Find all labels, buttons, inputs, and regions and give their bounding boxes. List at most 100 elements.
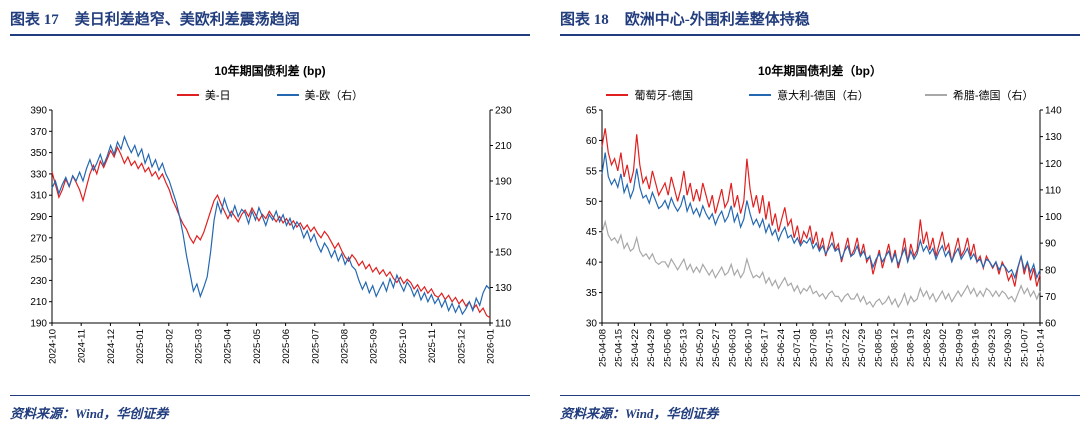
figure-18-panel: 图表 18 欧洲中心-外围利差整体持稳 10年期国债利差（bp） 葡萄牙-德国 … [560, 8, 1080, 422]
svg-text:25-09-30: 25-09-30 [1003, 329, 1014, 367]
svg-text:25-04-15: 25-04-15 [614, 329, 625, 367]
svg-text:2025-08: 2025-08 [340, 329, 351, 364]
svg-text:350: 350 [30, 148, 47, 159]
svg-text:25-05-13: 25-05-13 [679, 329, 690, 367]
figure-17-title: 美日利差趋窄、美欧利差震荡趋阔 [74, 12, 300, 28]
svg-text:25-07-22: 25-07-22 [841, 329, 852, 367]
svg-text:390: 390 [30, 106, 47, 117]
svg-text:60: 60 [1045, 319, 1057, 330]
svg-text:70: 70 [1045, 292, 1057, 303]
svg-text:130: 130 [1045, 132, 1062, 143]
legend-item-italy-germany: 意大利-德国（右） [749, 87, 869, 103]
svg-text:25-07-01: 25-07-01 [792, 329, 803, 367]
svg-text:330: 330 [30, 169, 47, 180]
line-chart-europe-core-periphery-spread: 30 35 40 45 50 55 60 65 60 70 80 90 100 110 120 130 140 2… [586, 106, 1062, 368]
svg-text:25-09-09: 25-09-09 [954, 329, 965, 367]
legend-label-us-europe: 美-欧（右） [304, 90, 364, 102]
svg-text:110: 110 [1045, 185, 1061, 196]
svg-text:2025-01: 2025-01 [135, 329, 146, 364]
svg-text:25-09-23: 25-09-23 [987, 329, 998, 367]
figure-17-panel: 图表 17 美日利差趋窄、美欧利差震荡趋阔 10年期国债利差 (bp) 美-日 … [10, 8, 530, 422]
svg-text:290: 290 [30, 212, 47, 223]
svg-text:150: 150 [495, 248, 512, 259]
svg-text:2024-11: 2024-11 [77, 329, 88, 363]
legend-item-greece-germany: 希腊-德国（右） [924, 87, 1034, 103]
chart-17-title: 10年期国债利差 (bp) [214, 64, 326, 78]
svg-text:60: 60 [586, 136, 598, 147]
svg-text:25-06-03: 25-06-03 [727, 329, 738, 367]
svg-text:25-07-29: 25-07-29 [857, 329, 868, 367]
legend-label-portugal-germany: 葡萄牙-德国 [634, 90, 694, 102]
report-page: 图表 17 美日利差趋窄、美欧利差震荡趋阔 10年期国债利差 (bp) 美-日 … [10, 8, 1080, 422]
svg-text:30: 30 [586, 319, 598, 330]
svg-text:25-06-10: 25-06-10 [744, 329, 755, 367]
svg-text:250: 250 [30, 255, 47, 266]
svg-text:210: 210 [30, 297, 47, 308]
red-line-swatch-icon [176, 94, 199, 96]
svg-text:90: 90 [1045, 239, 1057, 250]
blue-line-swatch-icon [276, 94, 299, 96]
legend-item-us-europe: 美-欧（右） [276, 87, 364, 103]
svg-text:25-08-12: 25-08-12 [890, 329, 901, 367]
svg-text:210: 210 [495, 141, 512, 152]
svg-text:2025-06: 2025-06 [281, 329, 292, 364]
svg-text:25-07-08: 25-07-08 [808, 329, 819, 367]
figure-17-label: 图表 17 [10, 12, 59, 28]
svg-text:2024-12: 2024-12 [106, 329, 117, 364]
svg-text:40: 40 [586, 258, 598, 269]
svg-text:25-06-24: 25-06-24 [776, 329, 787, 367]
svg-text:55: 55 [586, 166, 598, 177]
figure-17-header: 图表 17 美日利差趋窄、美欧利差震荡趋阔 [10, 8, 530, 36]
svg-text:2025-10: 2025-10 [398, 329, 409, 364]
svg-text:270: 270 [30, 233, 47, 244]
svg-text:230: 230 [495, 106, 512, 117]
legend-item-us-japan: 美-日 [176, 87, 231, 103]
svg-text:2025-02: 2025-02 [164, 329, 175, 364]
svg-text:25-08-26: 25-08-26 [922, 329, 933, 367]
svg-text:2025-12: 2025-12 [456, 329, 467, 364]
svg-text:25-08-19: 25-08-19 [906, 329, 917, 367]
svg-text:80: 80 [1045, 265, 1057, 276]
svg-text:370: 370 [30, 127, 47, 138]
svg-text:25-04-22: 25-04-22 [630, 329, 641, 367]
legend-label-italy-germany: 意大利-德国（右） [777, 90, 869, 102]
svg-text:2026-01: 2026-01 [486, 329, 497, 364]
svg-text:130: 130 [495, 283, 512, 294]
svg-text:25-09-16: 25-09-16 [971, 329, 982, 367]
svg-text:25-07-15: 25-07-15 [825, 329, 836, 367]
svg-text:2025-11: 2025-11 [427, 329, 438, 363]
figure-18-label: 图表 18 [560, 12, 609, 28]
svg-text:25-06-17: 25-06-17 [760, 329, 771, 367]
svg-text:140: 140 [1045, 106, 1062, 117]
svg-text:25-08-05: 25-08-05 [873, 329, 884, 367]
svg-text:65: 65 [586, 106, 598, 117]
legend-label-greece-germany: 希腊-德国（右） [952, 90, 1034, 102]
svg-text:2025-07: 2025-07 [310, 329, 321, 364]
chart-17-legend: 美-日 美-欧（右） [10, 87, 530, 103]
svg-text:25-05-06: 25-05-06 [662, 329, 673, 367]
figure-18-header: 图表 18 欧洲中心-外围利差整体持稳 [560, 8, 1080, 36]
svg-text:25-05-20: 25-05-20 [695, 329, 706, 367]
svg-text:2025-05: 2025-05 [252, 329, 263, 364]
svg-text:35: 35 [586, 288, 598, 299]
svg-text:190: 190 [495, 177, 512, 188]
figure-17-source-note: 资料来源：Wind，华创证券 [10, 406, 169, 421]
legend-item-portugal-germany: 葡萄牙-德国 [606, 87, 693, 103]
figure-17-divider [10, 395, 530, 396]
svg-text:25-10-07: 25-10-07 [1019, 329, 1030, 367]
figure-18-title: 欧洲中心-外围利差整体持稳 [624, 12, 810, 28]
svg-text:2025-09: 2025-09 [369, 329, 380, 364]
svg-text:25-10-14: 25-10-14 [1036, 329, 1047, 367]
svg-text:25-04-08: 25-04-08 [598, 329, 609, 367]
gray-line-swatch-icon [924, 94, 947, 96]
svg-text:45: 45 [586, 227, 598, 238]
svg-text:230: 230 [30, 276, 47, 287]
svg-text:2025-04: 2025-04 [223, 329, 234, 364]
svg-text:120: 120 [1045, 159, 1062, 170]
red-line-swatch-icon [606, 94, 629, 96]
svg-text:110: 110 [495, 319, 511, 330]
legend-label-us-japan: 美-日 [204, 90, 231, 102]
svg-text:2024-10: 2024-10 [48, 329, 59, 364]
chart-18-legend: 葡萄牙-德国 意大利-德国（右） 希腊-德国（右） [560, 87, 1080, 103]
figure-18-divider [560, 395, 1080, 396]
